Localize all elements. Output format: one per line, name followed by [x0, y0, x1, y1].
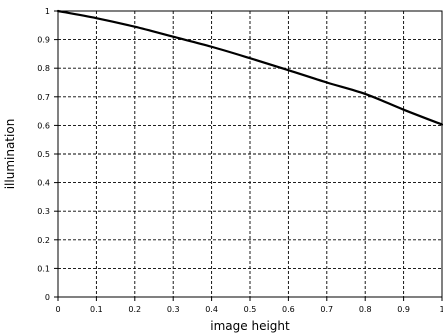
series-layer	[56, 9, 443, 126]
y-tick-label: 0.9	[37, 36, 50, 45]
x-tick-labels: 0 0.1 0.2 0.3 0.4 0.5 0.6 0.7 0.8 0.9 1	[55, 305, 443, 314]
x-tick-label: 0.7	[320, 305, 333, 314]
y-tick-label: 0.4	[37, 179, 50, 188]
grid	[58, 11, 442, 297]
y-tick-label: 0.6	[37, 121, 50, 130]
y-tick-label: 0.3	[37, 207, 50, 216]
x-tick-label: 0.2	[128, 305, 141, 314]
x-tick-label: 0.9	[397, 305, 410, 314]
y-tick-label: 0.2	[37, 236, 50, 245]
y-tick-label: 0.7	[37, 93, 50, 102]
x-tick-label: 0.8	[359, 305, 372, 314]
x-tick-label: 0.4	[205, 305, 218, 314]
x-tick-label: 0.5	[244, 305, 257, 314]
y-tick-labels: 0 0.1 0.2 0.3 0.4 0.5 0.6 0.7 0.8 0.9 1	[37, 7, 50, 302]
x-axis-title: image height	[210, 319, 290, 333]
y-tick-label: 0.5	[37, 150, 50, 159]
x-tick-label: 1	[439, 305, 443, 314]
x-tick-label: 0.3	[167, 305, 180, 314]
y-tick-label: 0.1	[37, 264, 50, 273]
y-tick-label: 1	[45, 7, 50, 16]
y-axis-title: illumination	[3, 119, 17, 190]
y-tick-label: 0	[45, 293, 50, 302]
y-tick-label: 0.8	[37, 64, 50, 73]
x-tick-label: 0	[55, 305, 60, 314]
series-line	[56, 9, 443, 126]
x-tick-label: 0.6	[282, 305, 295, 314]
x-tick-label: 0.1	[90, 305, 103, 314]
axis-ticks	[54, 10, 443, 301]
